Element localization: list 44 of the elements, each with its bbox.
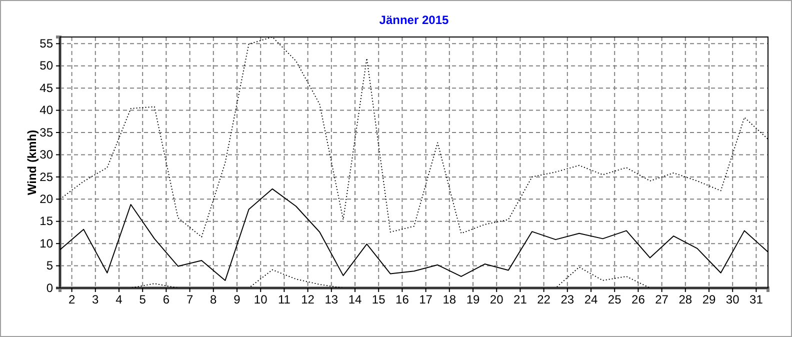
chart-title: Jänner 2015 (379, 13, 450, 27)
x-tick-label: 23 (560, 292, 574, 307)
x-tick-label: 27 (655, 292, 669, 307)
y-tick-label: 45 (40, 80, 54, 95)
x-tick-label: 17 (419, 292, 433, 307)
x-tick-label: 10 (254, 292, 268, 307)
y-tick-label: 55 (40, 36, 54, 51)
x-tick-label: 25 (608, 292, 622, 307)
y-tick-label: 30 (40, 148, 54, 162)
y-tick-label: 40 (40, 103, 54, 118)
x-tick-label: 29 (702, 292, 716, 307)
x-tick-label: 31 (750, 292, 764, 307)
x-tick-label: 19 (466, 292, 480, 307)
x-tick-label: 13 (324, 292, 338, 307)
y-tick-label: 0 (46, 280, 54, 295)
y-tick-label: 15 (40, 214, 54, 228)
x-tick-label: 3 (92, 292, 100, 307)
x-tick-label: 7 (186, 292, 194, 307)
y-tick-label: 25 (40, 170, 54, 184)
x-tick-label: 24 (584, 292, 598, 307)
x-tick-label: 8 (210, 292, 218, 307)
x-tick-label: 28 (678, 292, 692, 307)
x-tick-label: 15 (372, 292, 386, 307)
x-tick-label: 4 (116, 292, 123, 307)
x-tick-label: 26 (632, 292, 646, 307)
x-tick-label: 30 (726, 292, 740, 307)
y-tick-label: 5 (46, 258, 54, 273)
y-tick-label: 50 (40, 58, 54, 73)
x-tick-label: 9 (234, 292, 241, 307)
y-axis-title: Wind (kmh) (25, 130, 39, 196)
x-tick-label: 21 (514, 292, 528, 307)
x-tick-label: 22 (537, 292, 551, 307)
x-tick-label: 18 (442, 292, 456, 307)
y-tick-label: 10 (40, 236, 54, 250)
x-tick-label: 14 (348, 292, 362, 307)
x-tick-label: 2 (68, 292, 76, 307)
x-tick-label: 12 (301, 292, 315, 307)
x-tick-label: 20 (490, 292, 504, 307)
x-tick-label: 11 (278, 292, 291, 307)
x-tick-label: 16 (396, 292, 410, 307)
y-tick-label: 35 (40, 125, 54, 140)
x-tick-label: 5 (139, 292, 146, 307)
y-tick-label: 20 (40, 192, 54, 206)
x-tick-label: 6 (162, 292, 170, 307)
